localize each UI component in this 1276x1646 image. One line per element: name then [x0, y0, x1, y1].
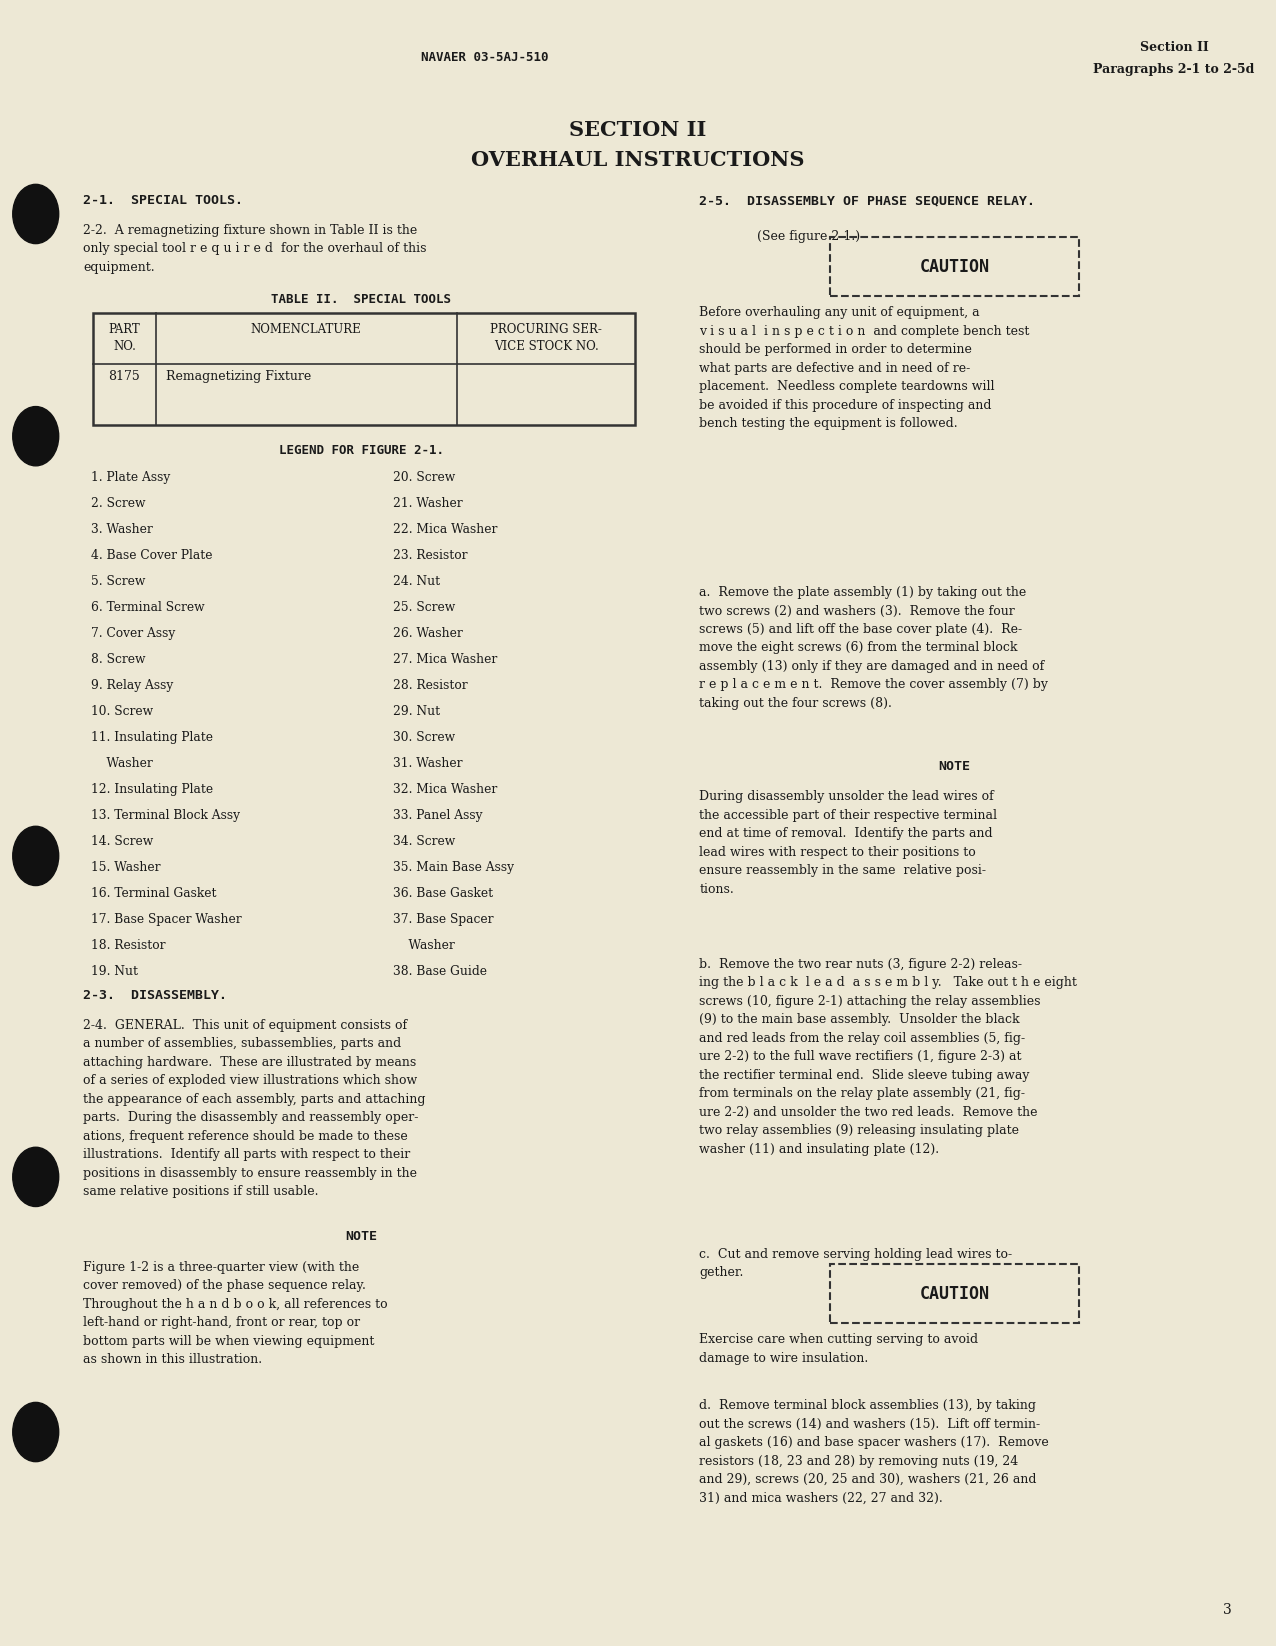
Text: 2-2.  A remagnetizing fixture shown in Table II is the
only special tool r e q u: 2-2. A remagnetizing fixture shown in Ta… — [83, 224, 426, 273]
Text: 15. Washer: 15. Washer — [91, 861, 160, 874]
Text: 2-4.  GENERAL.  This unit of equipment consists of
a number of assemblies, subas: 2-4. GENERAL. This unit of equipment con… — [83, 1019, 425, 1198]
Text: 4. Base Cover Plate: 4. Base Cover Plate — [91, 548, 212, 561]
Circle shape — [13, 1402, 59, 1462]
Bar — [93, 313, 635, 425]
Text: 25. Screw: 25. Screw — [393, 601, 456, 614]
Text: Washer: Washer — [91, 757, 152, 770]
Text: 14. Screw: 14. Screw — [91, 835, 153, 848]
Text: 8175: 8175 — [108, 370, 140, 384]
Text: 29. Nut: 29. Nut — [393, 704, 440, 718]
Text: 27. Mica Washer: 27. Mica Washer — [393, 653, 498, 665]
Text: 21. Washer: 21. Washer — [393, 497, 463, 510]
Text: 12. Insulating Plate: 12. Insulating Plate — [91, 783, 213, 795]
Text: NOTE: NOTE — [938, 760, 971, 774]
Text: d.  Remove terminal block assemblies (13), by taking
out the screws (14) and was: d. Remove terminal block assemblies (13)… — [699, 1399, 1049, 1504]
Text: Exercise care when cutting serving to avoid
damage to wire insulation.: Exercise care when cutting serving to av… — [699, 1333, 979, 1365]
Text: NAVAER 03-5AJ-510: NAVAER 03-5AJ-510 — [421, 51, 549, 64]
Text: Before overhauling any unit of equipment, a
v i s u a l  i n s p e c t i o n  an: Before overhauling any unit of equipment… — [699, 306, 1030, 430]
Bar — [829, 1264, 1078, 1323]
Text: Washer: Washer — [393, 938, 454, 951]
Bar — [829, 237, 1078, 296]
Text: SECTION II: SECTION II — [569, 120, 707, 140]
Text: 23. Resistor: 23. Resistor — [393, 548, 467, 561]
Text: During disassembly unsolder the lead wires of
the accessible part of their respe: During disassembly unsolder the lead wir… — [699, 790, 998, 895]
Text: 18. Resistor: 18. Resistor — [91, 938, 165, 951]
Text: b.  Remove the two rear nuts (3, figure 2-2) releas-
ing the b l a c k  l e a d : b. Remove the two rear nuts (3, figure 2… — [699, 958, 1077, 1155]
Text: 22. Mica Washer: 22. Mica Washer — [393, 523, 498, 535]
Text: 35. Main Base Assy: 35. Main Base Assy — [393, 861, 514, 874]
Text: NOTE: NOTE — [345, 1230, 378, 1243]
Text: Paragraphs 2-1 to 2-5d: Paragraphs 2-1 to 2-5d — [1094, 63, 1254, 76]
Text: 2-1.  SPECIAL TOOLS.: 2-1. SPECIAL TOOLS. — [83, 194, 242, 207]
Text: 13. Terminal Block Assy: 13. Terminal Block Assy — [91, 808, 240, 821]
Text: 26. Washer: 26. Washer — [393, 627, 463, 640]
Circle shape — [13, 826, 59, 886]
Text: 2. Screw: 2. Screw — [91, 497, 145, 510]
Text: 7. Cover Assy: 7. Cover Assy — [91, 627, 175, 640]
Text: 8. Screw: 8. Screw — [91, 653, 145, 665]
Text: 2-3.  DISASSEMBLY.: 2-3. DISASSEMBLY. — [83, 989, 227, 1002]
Text: 10. Screw: 10. Screw — [91, 704, 153, 718]
Text: 5. Screw: 5. Screw — [91, 574, 145, 588]
Text: Section II: Section II — [1139, 41, 1208, 54]
Text: 37. Base Spacer: 37. Base Spacer — [393, 914, 494, 925]
Text: 9. Relay Assy: 9. Relay Assy — [91, 678, 172, 691]
Text: Figure 1-2 is a three-quarter view (with the
cover removed) of the phase sequenc: Figure 1-2 is a three-quarter view (with… — [83, 1261, 388, 1366]
Text: PROCURING SER-
VICE STOCK NO.: PROCURING SER- VICE STOCK NO. — [490, 323, 602, 352]
Text: OVERHAUL INSTRUCTIONS: OVERHAUL INSTRUCTIONS — [471, 150, 805, 170]
Text: 11. Insulating Plate: 11. Insulating Plate — [91, 731, 213, 744]
Text: Remagnetizing Fixture: Remagnetizing Fixture — [166, 370, 311, 384]
Text: 28. Resistor: 28. Resistor — [393, 678, 467, 691]
Text: CAUTION: CAUTION — [920, 1286, 989, 1302]
Circle shape — [13, 407, 59, 466]
Text: 24. Nut: 24. Nut — [393, 574, 440, 588]
Text: 20. Screw: 20. Screw — [393, 471, 456, 484]
Text: 38. Base Guide: 38. Base Guide — [393, 965, 487, 978]
Text: 6. Terminal Screw: 6. Terminal Screw — [91, 601, 204, 614]
Text: 3: 3 — [1222, 1603, 1231, 1616]
Text: LEGEND FOR FIGURE 2-1.: LEGEND FOR FIGURE 2-1. — [278, 444, 444, 458]
Text: 36. Base Gasket: 36. Base Gasket — [393, 887, 493, 900]
Text: 30. Screw: 30. Screw — [393, 731, 456, 744]
Text: 16. Terminal Gasket: 16. Terminal Gasket — [91, 887, 216, 900]
Text: NOMENCLATURE: NOMENCLATURE — [251, 323, 361, 336]
Text: 32. Mica Washer: 32. Mica Washer — [393, 783, 498, 795]
Text: CAUTION: CAUTION — [920, 258, 989, 275]
Text: 34. Screw: 34. Screw — [393, 835, 456, 848]
Text: a.  Remove the plate assembly (1) by taking out the
two screws (2) and washers (: a. Remove the plate assembly (1) by taki… — [699, 586, 1049, 709]
Text: 1. Plate Assy: 1. Plate Assy — [91, 471, 170, 484]
Text: 19. Nut: 19. Nut — [91, 965, 138, 978]
Text: 33. Panel Assy: 33. Panel Assy — [393, 808, 482, 821]
Circle shape — [13, 1147, 59, 1207]
Text: 3. Washer: 3. Washer — [91, 523, 152, 535]
Text: (See figure 2-1.): (See figure 2-1.) — [757, 230, 860, 244]
Circle shape — [13, 184, 59, 244]
Text: TABLE II.  SPECIAL TOOLS: TABLE II. SPECIAL TOOLS — [271, 293, 452, 306]
Text: PART
NO.: PART NO. — [108, 323, 140, 352]
Text: 31. Washer: 31. Washer — [393, 757, 462, 770]
Text: 2-5.  DISASSEMBLY OF PHASE SEQUENCE RELAY.: 2-5. DISASSEMBLY OF PHASE SEQUENCE RELAY… — [699, 194, 1035, 207]
Text: c.  Cut and remove serving holding lead wires to-
gether.: c. Cut and remove serving holding lead w… — [699, 1248, 1012, 1279]
Text: 17. Base Spacer Washer: 17. Base Spacer Washer — [91, 914, 241, 925]
